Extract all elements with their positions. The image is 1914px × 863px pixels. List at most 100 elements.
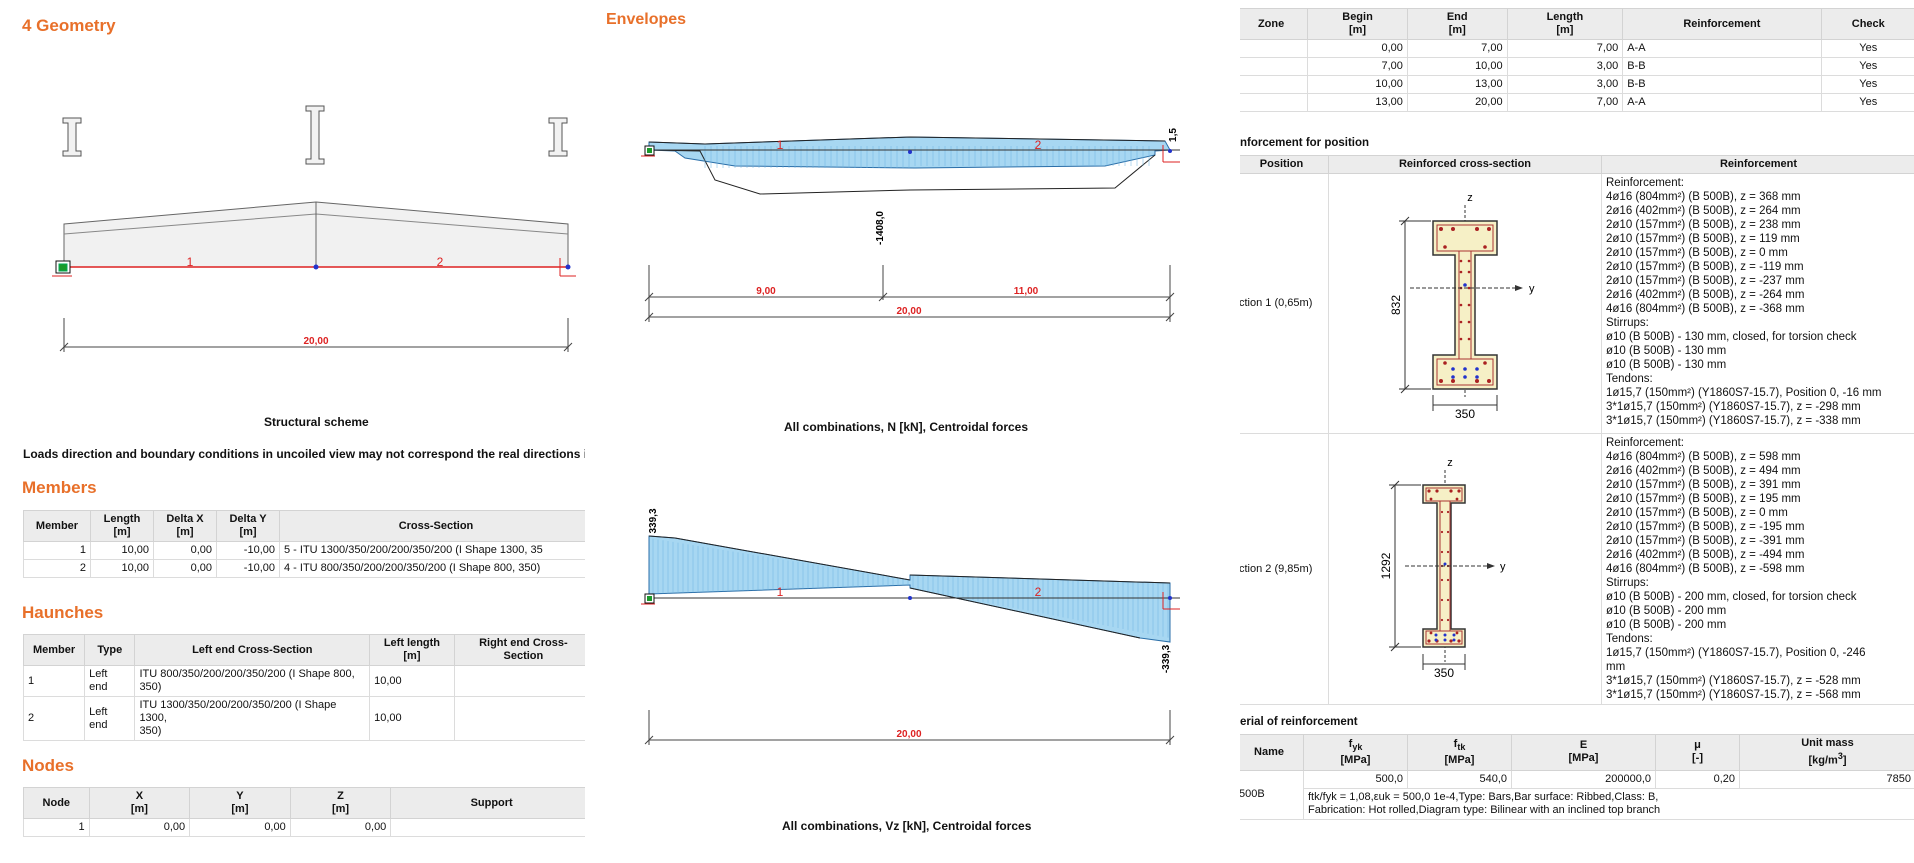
reinforcement-panel: Zone Begin [m] End [m] Length [m] Reinforcement… [1240, 0, 1914, 863]
reinf-line: 2ø10 (157mm²) (B 500B), z = -391 mm [1606, 535, 1805, 547]
vz-min-label: -339,3 [1161, 644, 1172, 673]
reinf-line: 2ø16 (402mm²) (B 500B), z = -264 mm [1606, 289, 1805, 301]
reinf-line: Reinforcement: [1606, 177, 1684, 189]
haunches-cell: ITU 1300/350/200/200/350/200 (I Shape 13… [134, 696, 371, 741]
scheme-caption: Structural scheme [264, 415, 369, 429]
svg-text:z: z [1467, 192, 1473, 204]
reinf-line: 2ø10 (157mm²) (B 500B), z = 195 mm [1606, 493, 1801, 505]
nodes-header-0: Node [23, 787, 90, 819]
zones-row: 7,00 10,00 3,00 B-B Yes [1240, 57, 1914, 76]
nodes-cell: 0,00 [189, 818, 291, 837]
haunches-cell: 1 [22, 665, 86, 697]
reinf-line: Tendons: [1606, 633, 1653, 645]
haunches-cell: Left end [84, 696, 136, 741]
members-cell: 0,00 [153, 559, 217, 578]
members-table: Member Length [m] Delta X [m] Delta Y [m] Cross… [23, 510, 585, 578]
haunches-cell: ITU 800/350/200/200/350/200 (I Shape 800… [134, 665, 371, 697]
zones-cell: 7,00 [1506, 39, 1624, 58]
reinf-line: ø10 (B 500B) - 130 mm [1606, 345, 1727, 357]
reinf-line: mm [1606, 661, 1626, 673]
vz-envelope-chart: 1 2 339,3 -339,3 20,00 [641, 508, 1180, 745]
reinf-line: 4ø16 (804mm²) (B 500B), z = -598 mm [1606, 563, 1805, 575]
svg-text:y: y [1500, 561, 1506, 573]
reinf-line: 2ø10 (157mm²) (B 500B), z = 119 mm [1606, 233, 1800, 245]
zones-cell: 10,00 [1307, 75, 1408, 94]
reinf-line: 3*1ø15,7 (150mm²) (Y1860S7-15.7), z = -3… [1606, 415, 1861, 427]
reinf-line: 2ø10 (157mm²) (B 500B), z = 391 mm [1606, 479, 1801, 491]
reinf-line: 2ø10 (157mm²) (B 500B), z = -119 mm [1606, 261, 1804, 273]
mat-head-mu: μ [-] [1655, 734, 1740, 771]
zones-cell: 3,00 [1506, 75, 1624, 94]
reinf-line: 1ø15,7 (150mm²) (Y1860S7-15.7), Position… [1606, 387, 1882, 399]
members-row: 2 10,00 0,00 -10,00 4 - ITU 800/350/200/200/… [23, 559, 585, 578]
mat-e: 200000,0 [1511, 769, 1656, 789]
nodes-header-2: Y [m] [189, 787, 291, 819]
haunches-header-4: Right end Cross- Section [453, 634, 585, 666]
zones-cell: 13,00 [1406, 75, 1508, 94]
haunches-header-3: Left length [m] [369, 634, 455, 666]
reinf-line: 4ø16 (804mm²) (B 500B), z = -368 mm [1606, 303, 1805, 315]
geometry-panel: 4 Geometry 1 2 20,00 Structural scheme L… [0, 0, 585, 863]
zones-cell: Yes [1820, 75, 1914, 94]
vz-envelope-fill [648, 535, 1171, 643]
zones-cell: 7,00 [1307, 57, 1408, 76]
mat-unitmass: 7850 [1739, 769, 1914, 789]
vz-member-label-2: 2 [1035, 585, 1042, 599]
mat-detail-line2: Fabrication: Hot rolled,Diagram type: Bi… [1308, 803, 1661, 816]
rp-header-1: Reinforced cross-section [1328, 155, 1602, 174]
member-label-2: 2 [437, 255, 444, 269]
reinf-line: 3*1ø15,7 (150mm²) (Y1860S7-15.7), z = -2… [1606, 401, 1861, 413]
section-icon-left [62, 117, 82, 157]
mat-detail: ftk/fyk = 1,08,εuk = 500,0 1e-4,Type: Ba… [1303, 787, 1914, 820]
haunches-cell [453, 696, 585, 741]
reinf-line: 2ø16 (402mm²) (B 500B), z = -494 mm [1606, 549, 1805, 561]
mat-head-unitmass: Unit mass [kg/m3] [1739, 734, 1914, 771]
zones-cell: B-B [1622, 57, 1822, 76]
cross-section-2-width: 350 [1434, 666, 1454, 680]
mat-head-name: Name [1240, 734, 1304, 771]
members-cell: -10,00 [216, 541, 280, 560]
haunches-header-0: Member [22, 634, 86, 666]
reinf-line: Tendons: [1606, 373, 1653, 385]
members-row: 1 10,00 0,00 -10,00 5 - ITU 1300/350/200/200… [23, 541, 585, 560]
reinf-line: 3*1ø15,7 (150mm²) (Y1860S7-15.7), z = -5… [1606, 675, 1861, 687]
n-dim-1: 9,00 [756, 286, 776, 297]
zones-cell: 10,00 [1406, 57, 1508, 76]
mat-ftk: 540,0 [1407, 769, 1512, 789]
zones-cell: A-A [1622, 39, 1822, 58]
mat-values-row: 500B 500,0 540,0 200000,0 0,20 7850 [1240, 769, 1914, 820]
member-label-1: 1 [187, 255, 194, 269]
cross-section-1: z y [1389, 192, 1535, 421]
vz-chart-caption: All combinations, Vz [kN], Centroidal fo… [782, 819, 1032, 833]
mat-head-ftk: ftk [MPa] [1407, 734, 1512, 771]
members-cell: 0,00 [153, 541, 217, 560]
zones-header-4: Reinforcement [1622, 8, 1822, 40]
mat-head-e: E [MPa] [1511, 734, 1656, 771]
haunches-cell: 2 [22, 696, 86, 741]
zones-cell: 0,00 [1307, 39, 1408, 58]
reinf-line: 2ø10 (157mm²) (B 500B), z = -195 mm [1606, 521, 1805, 533]
haunches-cell [453, 665, 585, 697]
span-total-label: 20,00 [303, 336, 328, 347]
reinf-line: 2ø10 (157mm²) (B 500B), z = 238 mm [1606, 219, 1801, 231]
zones-cell [1240, 57, 1309, 76]
reinf-line: ø10 (B 500B) - 200 mm [1606, 605, 1727, 617]
members-header-2: Delta X [m] [153, 510, 217, 542]
nodes-cell [390, 818, 585, 837]
nodes-title: Nodes [22, 756, 74, 775]
rp-header-0: Position [1240, 155, 1329, 174]
mat-name: 500B [1240, 769, 1304, 820]
mat-detail-row: ftk/fyk = 1,08,εuk = 500,0 1e-4,Type: Ba… [1240, 787, 1914, 820]
reinf-line: ø10 (B 500B) - 200 mm, closed, for torsi… [1606, 591, 1857, 603]
zones-cell: 20,00 [1406, 93, 1508, 112]
section-cell-2: z y [1328, 433, 1602, 705]
members-cell: -10,00 [216, 559, 280, 578]
mat-detail-line1: ftk/fyk = 1,08,εuk = 500,0 1e-4,Type: Ba… [1308, 790, 1659, 803]
n-min-label: -1408,0 [875, 211, 886, 245]
n-end-label: 1,5 [1168, 128, 1179, 142]
reinf-row-1: ction 1 (0,65m) z [1240, 173, 1914, 434]
n-member-label-1: 1 [777, 138, 784, 152]
zones-cell: B-B [1622, 75, 1822, 94]
boundary-note: Loads direction and boundary conditions … [23, 447, 585, 461]
reinf-position-title: nforcement for position [1240, 137, 1370, 149]
